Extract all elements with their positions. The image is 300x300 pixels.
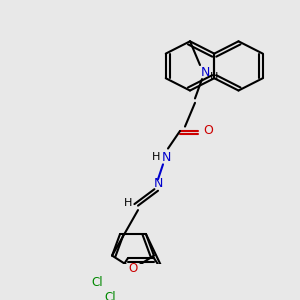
Text: O: O xyxy=(128,262,138,275)
Text: N: N xyxy=(161,151,171,164)
Text: H: H xyxy=(152,152,160,162)
Text: O: O xyxy=(203,124,213,137)
Text: H: H xyxy=(124,198,132,208)
Text: H: H xyxy=(210,72,218,82)
Text: Cl: Cl xyxy=(104,291,116,300)
Text: Cl: Cl xyxy=(91,276,103,289)
Text: N: N xyxy=(200,66,210,79)
Text: N: N xyxy=(153,177,163,190)
